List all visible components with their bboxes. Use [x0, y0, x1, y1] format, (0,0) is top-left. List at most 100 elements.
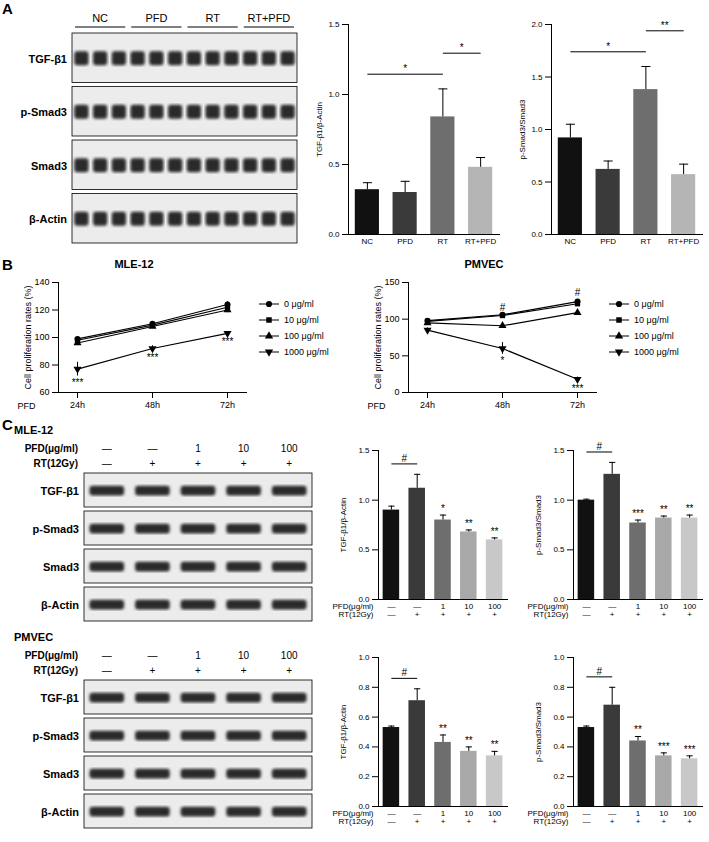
svg-text:1.5: 1.5	[358, 446, 370, 455]
svg-text:1.5: 1.5	[328, 20, 340, 29]
svg-text:TGF-β1: TGF-β1	[41, 692, 80, 704]
svg-text:—: —	[102, 458, 112, 469]
svg-text:48h: 48h	[495, 400, 510, 410]
svg-text:p-Smad3/Smad3: p-Smad3/Smad3	[518, 99, 527, 160]
svg-text:60: 60	[39, 387, 49, 397]
svg-text:*: *	[441, 503, 445, 514]
svg-text:10: 10	[238, 650, 250, 661]
svg-text:β-Actin: β-Actin	[29, 213, 67, 225]
svg-text:RT+PFD: RT+PFD	[465, 237, 496, 246]
svg-text:100+: 100+	[683, 602, 697, 619]
svg-text:0.0: 0.0	[328, 230, 340, 239]
svg-text:——: ——	[387, 809, 395, 826]
svg-text:1+: 1+	[441, 809, 446, 826]
svg-text:1.0: 1.0	[358, 496, 370, 505]
svg-text:100: 100	[281, 443, 298, 454]
svg-text:Smad3: Smad3	[31, 160, 67, 172]
svg-text:0.4: 0.4	[358, 742, 370, 751]
svg-text:TGF-β1: TGF-β1	[41, 485, 80, 497]
svg-text:10: 10	[238, 443, 250, 454]
svg-text:10+: 10+	[464, 809, 473, 826]
svg-text:**: **	[465, 518, 473, 529]
svg-text:p-Smad3: p-Smad3	[21, 106, 67, 118]
svg-text:PFD: PFD	[368, 401, 387, 411]
svg-text:120: 120	[34, 305, 49, 315]
svg-text:RT(12Gy): RT(12Gy)	[34, 665, 78, 676]
svg-text:——: ——	[582, 809, 590, 826]
svg-text:72h: 72h	[220, 400, 235, 410]
svg-text:Smad3: Smad3	[43, 561, 79, 573]
svg-text:1.0: 1.0	[358, 653, 370, 662]
svg-text:1.0: 1.0	[553, 496, 565, 505]
svg-text:1+: 1+	[636, 809, 641, 826]
svg-text:p-Smad3/Smad3: p-Smad3/Smad3	[534, 701, 543, 762]
svg-text:NC: NC	[92, 12, 108, 24]
svg-text:β-Actin: β-Actin	[41, 806, 79, 818]
svg-text:10+: 10+	[659, 809, 668, 826]
svg-text:PFD(μg/ml)RT(12Gy): PFD(μg/ml)RT(12Gy)	[527, 809, 568, 826]
svg-text:#: #	[500, 302, 506, 313]
svg-text:+: +	[195, 458, 201, 469]
svg-text:TGF-β1/β-Actin: TGF-β1/β-Actin	[315, 102, 324, 157]
svg-text:PFD: PFD	[600, 237, 616, 246]
svg-text:PFD: PFD	[18, 401, 37, 411]
svg-text:PFD(μg/ml)RT(12Gy): PFD(μg/ml)RT(12Gy)	[527, 602, 568, 619]
svg-text:+: +	[149, 665, 155, 676]
svg-text:1.0: 1.0	[553, 653, 565, 662]
svg-text:PFD(μg/ml)RT(12Gy): PFD(μg/ml)RT(12Gy)	[332, 602, 373, 619]
svg-text:**: **	[634, 724, 642, 735]
svg-text:100+: 100+	[683, 809, 697, 826]
svg-text:100+: 100+	[488, 602, 502, 619]
svg-text:+: +	[286, 458, 292, 469]
svg-text:RT+PFD: RT+PFD	[247, 12, 290, 24]
svg-text:PFD(μg/ml): PFD(μg/ml)	[25, 650, 78, 661]
svg-text:RT: RT	[438, 237, 449, 246]
svg-text:+: +	[195, 665, 201, 676]
svg-text:0.8: 0.8	[553, 683, 565, 692]
svg-text:PFD: PFD	[397, 237, 413, 246]
svg-text:150: 150	[384, 277, 399, 287]
svg-text:—+: —+	[413, 602, 421, 619]
svg-text:72h: 72h	[570, 400, 585, 410]
svg-text:1.5: 1.5	[531, 73, 543, 82]
svg-text:100: 100	[281, 650, 298, 661]
svg-text:—+: —+	[608, 809, 616, 826]
svg-text:Cell proliferation rates (%): Cell proliferation rates (%)	[23, 285, 33, 389]
svg-text:PFD(μg/ml)RT(12Gy): PFD(μg/ml)RT(12Gy)	[332, 809, 373, 826]
svg-text:#: #	[402, 667, 408, 678]
svg-text:p-Smad3: p-Smad3	[33, 523, 79, 535]
svg-text:—+: —+	[413, 809, 421, 826]
svg-text:***: ***	[684, 744, 696, 755]
svg-text:TGF-β1: TGF-β1	[29, 53, 68, 65]
svg-text:—+: —+	[608, 602, 616, 619]
svg-text:PFD: PFD	[145, 12, 167, 24]
svg-text:***: ***	[632, 508, 644, 519]
svg-text:10+: 10+	[464, 602, 473, 619]
svg-text:0.2: 0.2	[553, 772, 565, 781]
svg-text:140: 140	[34, 277, 49, 287]
svg-text:50: 50	[389, 351, 399, 361]
svg-text:1.0: 1.0	[328, 90, 340, 99]
svg-text:0.2: 0.2	[358, 772, 370, 781]
svg-text:1+: 1+	[636, 602, 641, 619]
svg-text:***: ***	[222, 336, 234, 347]
svg-text:0.6: 0.6	[358, 713, 370, 722]
svg-text:#: #	[597, 441, 603, 452]
svg-text:10+: 10+	[659, 602, 668, 619]
svg-text:RT: RT	[641, 237, 652, 246]
svg-text:1: 1	[195, 443, 201, 454]
svg-text:24h: 24h	[420, 400, 435, 410]
svg-text:80: 80	[39, 360, 49, 370]
svg-text:1.5: 1.5	[553, 446, 565, 455]
svg-text:**: **	[661, 20, 669, 31]
svg-text:0.6: 0.6	[553, 713, 565, 722]
svg-text:1+: 1+	[441, 602, 446, 619]
svg-text:**: **	[491, 526, 499, 537]
svg-text:NC: NC	[362, 237, 374, 246]
svg-text:***: ***	[572, 383, 584, 394]
svg-text:0.5: 0.5	[328, 160, 340, 169]
svg-text:0.5: 0.5	[553, 545, 565, 554]
svg-text:**: **	[465, 735, 473, 746]
svg-text:**: **	[439, 723, 447, 734]
svg-text:#: #	[575, 287, 581, 298]
